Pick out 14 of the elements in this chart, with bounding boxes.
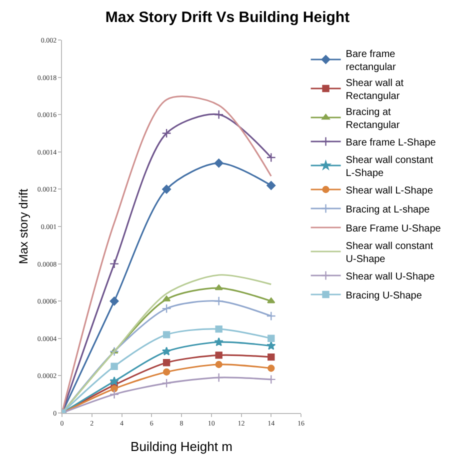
legend-label: Shear wall U-Shape xyxy=(346,271,436,282)
legend-label: Bare frame rectangular xyxy=(346,48,396,73)
legend-label: Bare frame L-Shape xyxy=(346,137,436,148)
legend-label: Bracing U-Shape xyxy=(346,290,422,302)
legend-label: Bracing at L-shape xyxy=(346,204,430,216)
legend-label: Shear wall constant U-Shape xyxy=(346,240,434,265)
legend-label: Shear wall at Rectangular xyxy=(346,78,404,102)
x-axis-title: Building Height m xyxy=(130,439,232,454)
chart-title: Max Story Drift Vs Building Height xyxy=(105,9,350,26)
legend-label: Shear wall constant L-Shape xyxy=(346,154,434,179)
legend-label: Shear wall L-Shape xyxy=(346,185,434,196)
legend-label: Bracing at Rectangular xyxy=(346,106,400,131)
legend-label: Bare Frame U-Shape xyxy=(346,223,442,234)
y-axis-title: Max story drift xyxy=(16,188,31,264)
